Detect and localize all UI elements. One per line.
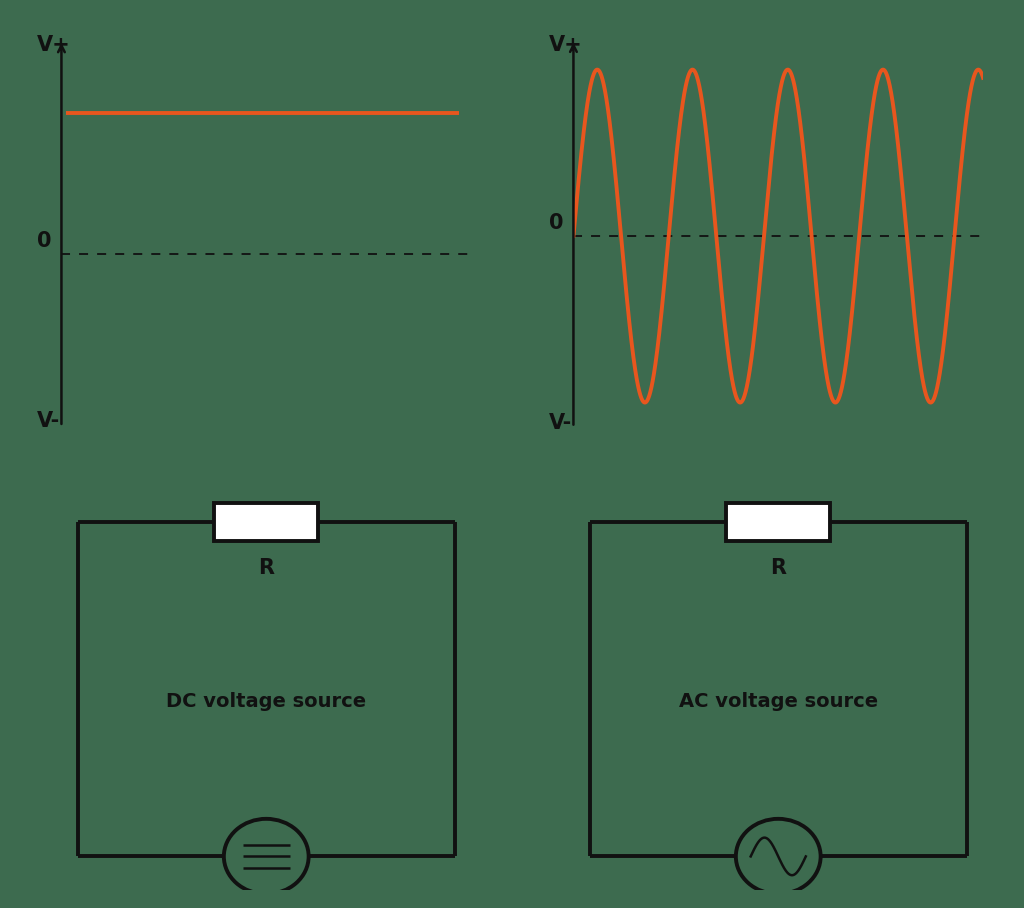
Text: AC voltage source: AC voltage source xyxy=(679,693,878,711)
Text: V-: V- xyxy=(549,412,572,432)
Text: V-: V- xyxy=(37,411,60,431)
Text: V+: V+ xyxy=(37,35,71,55)
Text: 0: 0 xyxy=(549,212,563,232)
Circle shape xyxy=(736,819,820,894)
Bar xyxy=(214,503,318,541)
Text: 0: 0 xyxy=(37,231,51,251)
Bar xyxy=(726,503,830,541)
Text: V+: V+ xyxy=(549,35,583,54)
Text: R: R xyxy=(258,558,274,577)
Text: DC voltage source: DC voltage source xyxy=(166,693,367,711)
Text: R: R xyxy=(770,558,786,577)
Circle shape xyxy=(224,819,308,894)
